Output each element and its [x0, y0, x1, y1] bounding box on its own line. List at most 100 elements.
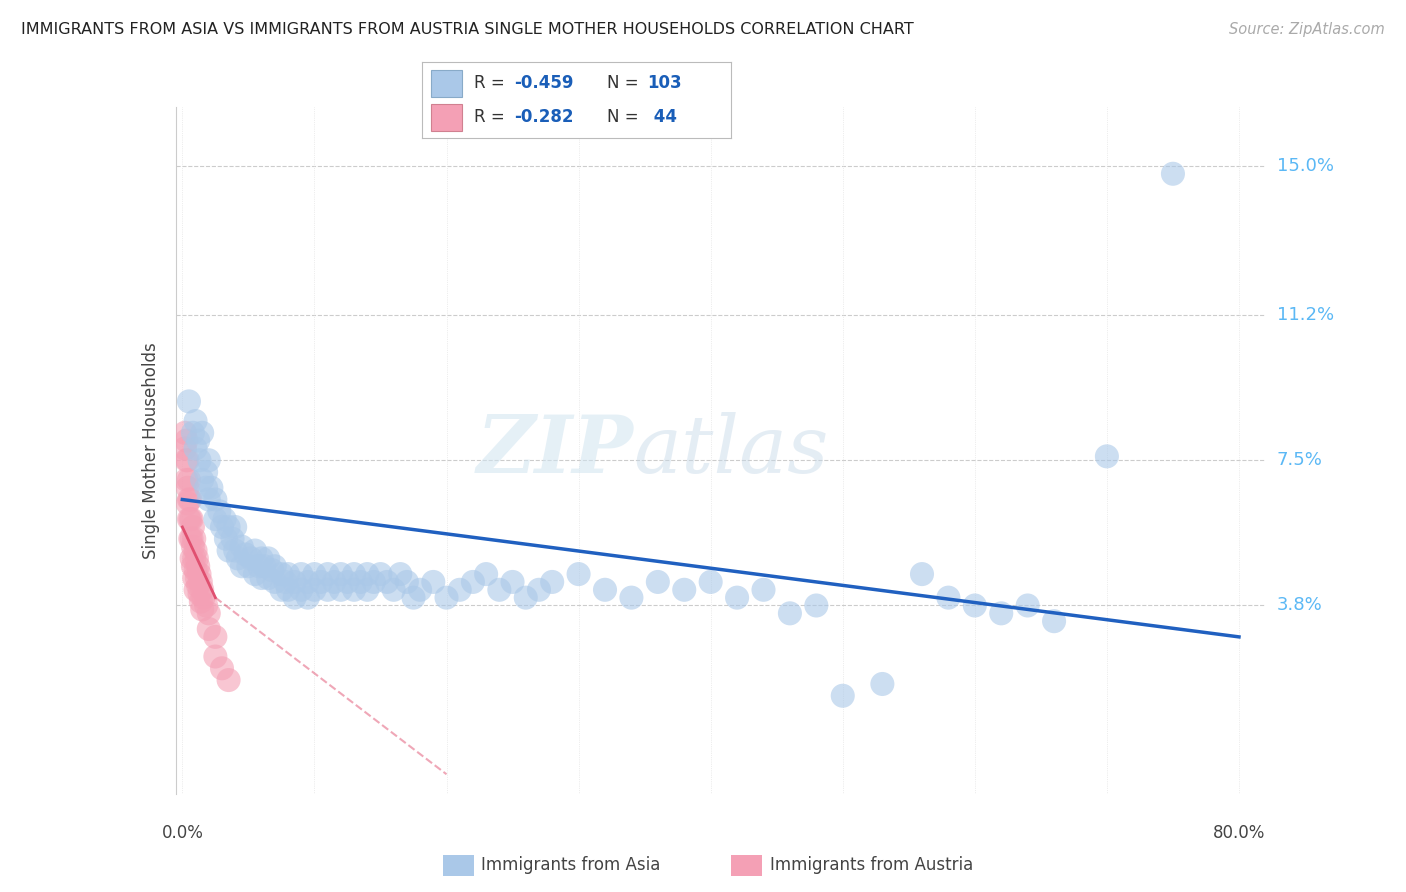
Point [215, 532, 238, 546]
Point [238, 559, 260, 574]
Text: 11.2%: 11.2% [1277, 306, 1334, 324]
Point [184, 442, 207, 456]
Text: Source: ZipAtlas.com: Source: ZipAtlas.com [1229, 22, 1385, 37]
Point [277, 567, 299, 582]
Point [253, 559, 276, 574]
Text: 44: 44 [648, 109, 676, 127]
Point [187, 559, 209, 574]
Point [200, 481, 222, 495]
Point [181, 425, 204, 440]
Point [263, 574, 285, 589]
Point [184, 543, 207, 558]
Point [243, 567, 266, 582]
Point [177, 473, 200, 487]
Point [350, 574, 373, 589]
Point [191, 582, 214, 597]
Point [316, 582, 339, 597]
Point [177, 394, 200, 409]
Point [290, 582, 312, 597]
Point [176, 453, 198, 467]
Point [831, 689, 853, 703]
Point [214, 512, 236, 526]
Text: 15.0%: 15.0% [1277, 157, 1333, 175]
Point [938, 591, 960, 605]
Point [515, 591, 537, 605]
Text: -0.282: -0.282 [515, 109, 574, 127]
Point [186, 551, 208, 566]
Text: R =: R = [474, 74, 510, 92]
Point [177, 492, 200, 507]
Point [218, 673, 240, 687]
Point [725, 591, 748, 605]
Text: Immigrants from Asia: Immigrants from Asia [481, 856, 661, 874]
Point [262, 563, 284, 577]
Point [190, 594, 212, 608]
Point [297, 591, 319, 605]
Point [257, 571, 280, 585]
Point [176, 481, 198, 495]
Text: -0.459: -0.459 [515, 74, 574, 92]
Point [250, 551, 273, 566]
Point [184, 414, 207, 428]
Text: ZIP: ZIP [477, 412, 633, 489]
Point [274, 574, 297, 589]
Point [204, 649, 226, 664]
Point [240, 551, 263, 566]
Point [382, 582, 405, 597]
Text: atlas: atlas [633, 412, 828, 489]
Point [191, 425, 214, 440]
Point [247, 559, 270, 574]
Point [527, 582, 550, 597]
Point [184, 563, 207, 577]
Point [872, 677, 894, 691]
Point [188, 453, 211, 467]
Text: Immigrants from Austria: Immigrants from Austria [770, 856, 974, 874]
Point [329, 567, 352, 582]
Point [176, 434, 198, 448]
Text: 80.0%: 80.0% [1213, 824, 1265, 842]
Point [180, 512, 202, 526]
Point [191, 473, 214, 487]
Point [181, 520, 204, 534]
Point [218, 520, 240, 534]
Point [257, 551, 280, 566]
Point [304, 582, 326, 597]
Point [488, 582, 510, 597]
Point [197, 492, 219, 507]
Point [699, 574, 721, 589]
Point [323, 574, 346, 589]
Point [184, 582, 207, 597]
Point [263, 559, 285, 574]
Point [211, 520, 233, 534]
Point [231, 540, 253, 554]
Point [270, 567, 292, 582]
Point [211, 661, 233, 675]
Point [197, 622, 219, 636]
Point [389, 567, 412, 582]
Point [179, 512, 201, 526]
Point [204, 492, 226, 507]
Point [176, 473, 198, 487]
Point [990, 607, 1012, 621]
Point [1017, 599, 1039, 613]
FancyBboxPatch shape [432, 70, 463, 96]
Point [190, 574, 212, 589]
Point [179, 532, 201, 546]
Y-axis label: Single Mother Households: Single Mother Households [142, 343, 160, 558]
Point [176, 453, 198, 467]
Point [329, 582, 352, 597]
Point [409, 582, 432, 597]
Point [593, 582, 616, 597]
Point [395, 574, 418, 589]
Point [673, 582, 696, 597]
Point [191, 602, 214, 616]
Point [402, 591, 425, 605]
Point [449, 582, 471, 597]
Text: 3.8%: 3.8% [1277, 597, 1322, 615]
Point [356, 582, 378, 597]
Point [195, 465, 218, 479]
Point [226, 551, 249, 566]
Point [197, 453, 219, 467]
Text: N =: N = [607, 74, 644, 92]
Point [284, 591, 307, 605]
